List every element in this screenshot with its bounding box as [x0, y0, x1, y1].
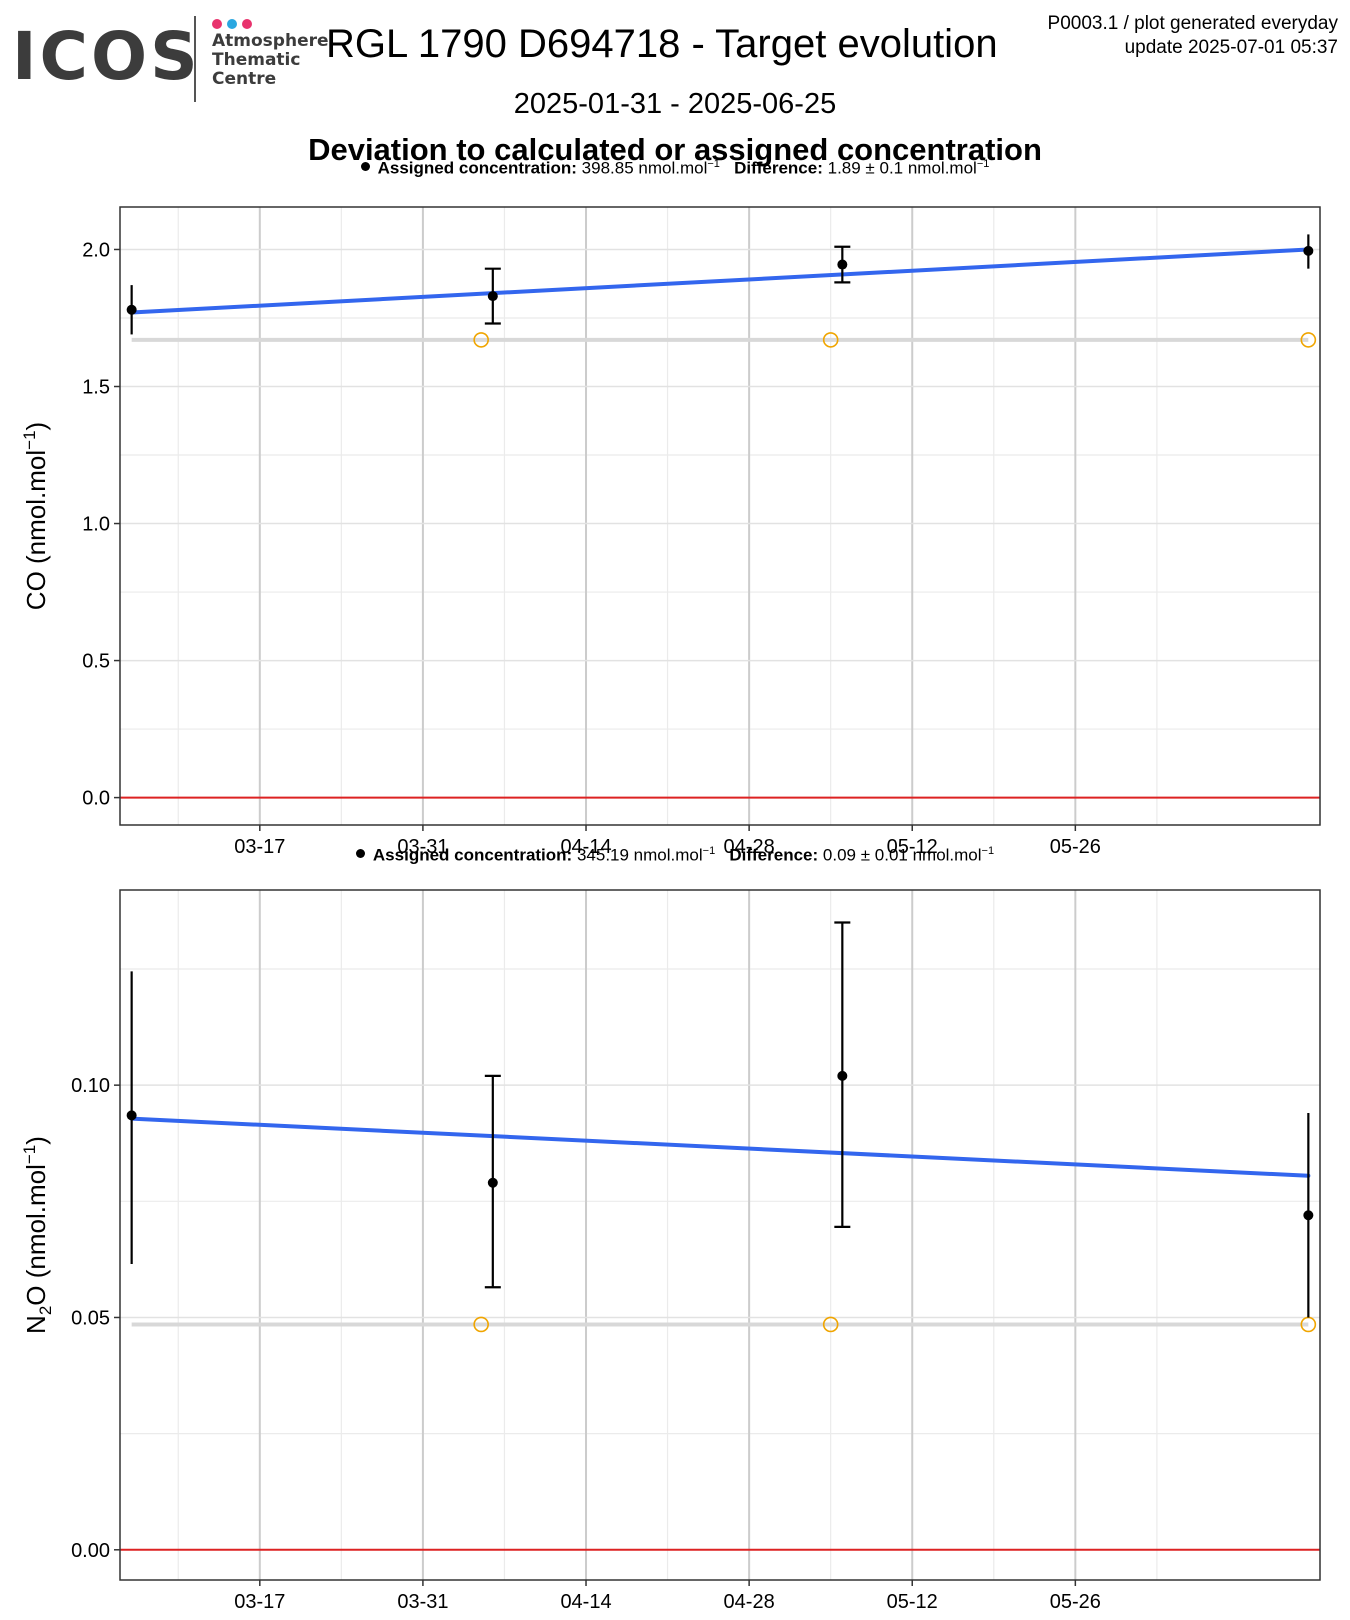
x-tick-label: 03-31 — [397, 1591, 448, 1613]
page-title: RGL 1790 D694718 - Target evolution — [326, 22, 998, 66]
y-axis-title-text: N — [21, 1315, 51, 1334]
y-axis-title-text: CO (nmol.mol — [21, 450, 51, 610]
data-point — [1303, 1210, 1314, 1221]
trend-fit-line — [129, 1116, 1311, 1178]
y-tick-label: 0.00 — [71, 1540, 110, 1562]
date-range: 2025-01-31 - 2025-06-25 — [513, 88, 837, 120]
y-tick-label: 2.0 — [82, 239, 110, 261]
update-timestamp: update 2025-07-01 05:37 — [1124, 37, 1338, 58]
assigned-concentration-marker — [822, 1316, 839, 1333]
data-point — [837, 259, 848, 270]
data-point — [837, 1070, 848, 1081]
n2o-panel-caption: Assigned concentration: 345.19 nmol.mol−… — [0, 845, 1350, 866]
y-axis-title-text: O (nmol.mol — [21, 1164, 51, 1306]
data-point — [126, 304, 137, 315]
unit-exponent: −1 — [702, 845, 716, 857]
x-tick-label: 04-28 — [724, 1591, 775, 1613]
logo-subtitle: Atmosphere Thematic Centre — [212, 32, 329, 89]
x-tick-label: 05-26 — [1050, 836, 1101, 858]
logo-divider — [194, 16, 196, 102]
plot-frame — [119, 206, 1321, 826]
y-tick-label: 1.0 — [82, 514, 110, 536]
assigned-concentration-marker — [473, 1316, 489, 1333]
difference-value: 0.09 ± 0.01 nmol.mol — [822, 845, 982, 865]
icos-logo: ICOS Atmosphere Thematic Centre — [12, 14, 329, 104]
y-tick-label: 0.5 — [82, 651, 110, 673]
unit-exponent: −1 — [707, 158, 720, 170]
difference-label: Difference: — [734, 158, 823, 178]
x-tick-label: 03-31 — [397, 836, 448, 858]
y-tick-label: 0.10 — [71, 1075, 110, 1097]
y-axis-title: CO (nmol.mol−1) — [20, 422, 51, 610]
y-axis-title-text: ) — [21, 1136, 51, 1145]
y-axis-title-subscript: 2 — [36, 1306, 55, 1315]
x-tick-label: 05-12 — [887, 836, 938, 858]
y-axis-title-exponent: −1 — [20, 430, 39, 449]
point-legend-icon — [360, 161, 370, 171]
co-deviation-chart: 03-17 03-31 04-14 04-28 05-12 05-26 0.0 0.5 1.0 1… — [20, 206, 1321, 858]
x-tick-label: 05-26 — [1050, 1591, 1101, 1613]
n2o-deviation-chart: 03-17 03-31 04-14 04-28 05-12 05-26 0.00 0.05 0.… — [20, 889, 1321, 1613]
logo-dots-icon — [212, 16, 257, 34]
point-legend-icon — [355, 848, 365, 858]
y-axis-title-exponent: −1 — [20, 1145, 39, 1164]
data-point — [126, 1110, 137, 1121]
logo-wordmark: ICOS — [12, 18, 201, 95]
assigned-label: Assigned concentration: — [377, 158, 577, 178]
logo-subtitle-line: Atmosphere — [212, 31, 329, 51]
co-panel-caption: Assigned concentration: 398.85 nmol.mol−… — [0, 158, 1350, 179]
data-point — [487, 1177, 498, 1188]
generation-note: P0003.1 / plot generated everyday — [1047, 13, 1338, 34]
difference-label: Difference: — [729, 845, 819, 865]
logo-subtitle-line: Thematic — [212, 50, 301, 70]
logo-subtitle-line: Centre — [212, 69, 277, 89]
assigned-value: 345.19 nmol.mol — [576, 845, 703, 865]
y-tick-label: 1.5 — [82, 377, 110, 399]
assigned-value: 398.85 nmol.mol — [581, 158, 708, 178]
generation-info: P0003.1 / plot generated everyday update… — [1048, 12, 1338, 60]
y-tick-label: 0.0 — [82, 788, 110, 810]
data-point — [487, 291, 498, 302]
x-tick-label: 03-17 — [234, 1591, 285, 1613]
unit-exponent: −1 — [976, 158, 990, 170]
x-tick-label: 04-14 — [560, 1591, 611, 1613]
plot-frame — [119, 889, 1321, 1581]
y-tick-label: 0.05 — [71, 1307, 110, 1329]
x-tick-label: 04-28 — [724, 836, 775, 858]
chart-subtitle: Deviation to calculated or assigned conc… — [308, 132, 1042, 167]
assigned-concentration-marker — [473, 332, 489, 348]
assigned-concentration-marker — [822, 332, 839, 348]
trend-fit-line — [129, 247, 1311, 315]
difference-value: 1.89 ± 0.1 nmol.mol — [827, 158, 977, 178]
x-tick-label: 05-12 — [887, 1591, 938, 1613]
data-point — [1303, 245, 1314, 256]
assigned-concentration-marker — [1300, 332, 1317, 348]
x-tick-label: 03-17 — [234, 836, 285, 858]
y-axis-title-text: ) — [21, 422, 51, 431]
assigned-label: Assigned concentration: — [372, 845, 573, 865]
y-axis-title: N2O (nmol.mol−1) — [20, 1136, 55, 1334]
x-tick-label: 04-14 — [560, 836, 611, 858]
unit-exponent: −1 — [981, 845, 995, 857]
